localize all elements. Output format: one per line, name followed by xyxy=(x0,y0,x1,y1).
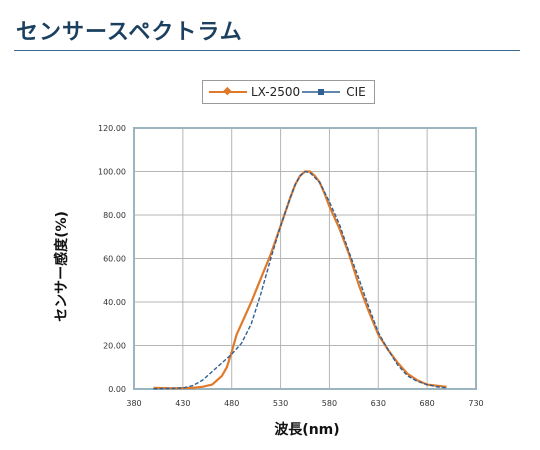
y-tick-label-4: 80.00 xyxy=(103,211,126,220)
legend-swatch-lx2500 xyxy=(209,86,247,96)
y-tick-label-6: 120.00 xyxy=(98,124,126,133)
x-tick-label-5: 630 xyxy=(371,399,386,408)
x-axis-title: 波長(nm) xyxy=(274,421,339,438)
y-tick-label-5: 100.00 xyxy=(98,168,126,177)
x-tick-labels: 380 430 480 530 580 630 680 730 xyxy=(126,399,483,408)
x-tick-label-2: 480 xyxy=(224,399,239,408)
chart-legend: LX-2500 CIE xyxy=(202,80,375,104)
legend-item-lx2500: LX-2500 xyxy=(209,85,300,99)
x-tick-label-6: 680 xyxy=(420,399,435,408)
title-divider xyxy=(14,50,520,51)
x-tick-label-7: 730 xyxy=(468,399,483,408)
y-axis-title: センサー感度(%) xyxy=(53,211,70,322)
y-tick-label-0: 0.00 xyxy=(108,385,126,394)
x-tick-label-3: 530 xyxy=(273,399,288,408)
y-tick-label-3: 60.00 xyxy=(103,255,126,264)
grid-lines xyxy=(133,127,477,390)
legend-item-cie: CIE xyxy=(300,85,366,99)
x-tick-label-4: 580 xyxy=(322,399,337,408)
series-lines xyxy=(153,170,447,390)
legend-swatch-cie xyxy=(302,89,341,95)
page-title: センサースペクトラム xyxy=(16,20,243,45)
series-line-cie xyxy=(153,170,447,390)
legend-label-cie: CIE xyxy=(346,85,366,99)
y-tick-label-2: 40.00 xyxy=(103,298,126,307)
legend-label-lx2500: LX-2500 xyxy=(251,85,301,99)
x-tick-label-1: 430 xyxy=(175,399,190,408)
x-tick-label-0: 380 xyxy=(126,399,141,408)
y-tick-label-1: 20.00 xyxy=(103,342,126,351)
y-tick-labels: 0.00 20.00 40.00 60.00 80.00 100.00 120.00 xyxy=(98,124,126,394)
